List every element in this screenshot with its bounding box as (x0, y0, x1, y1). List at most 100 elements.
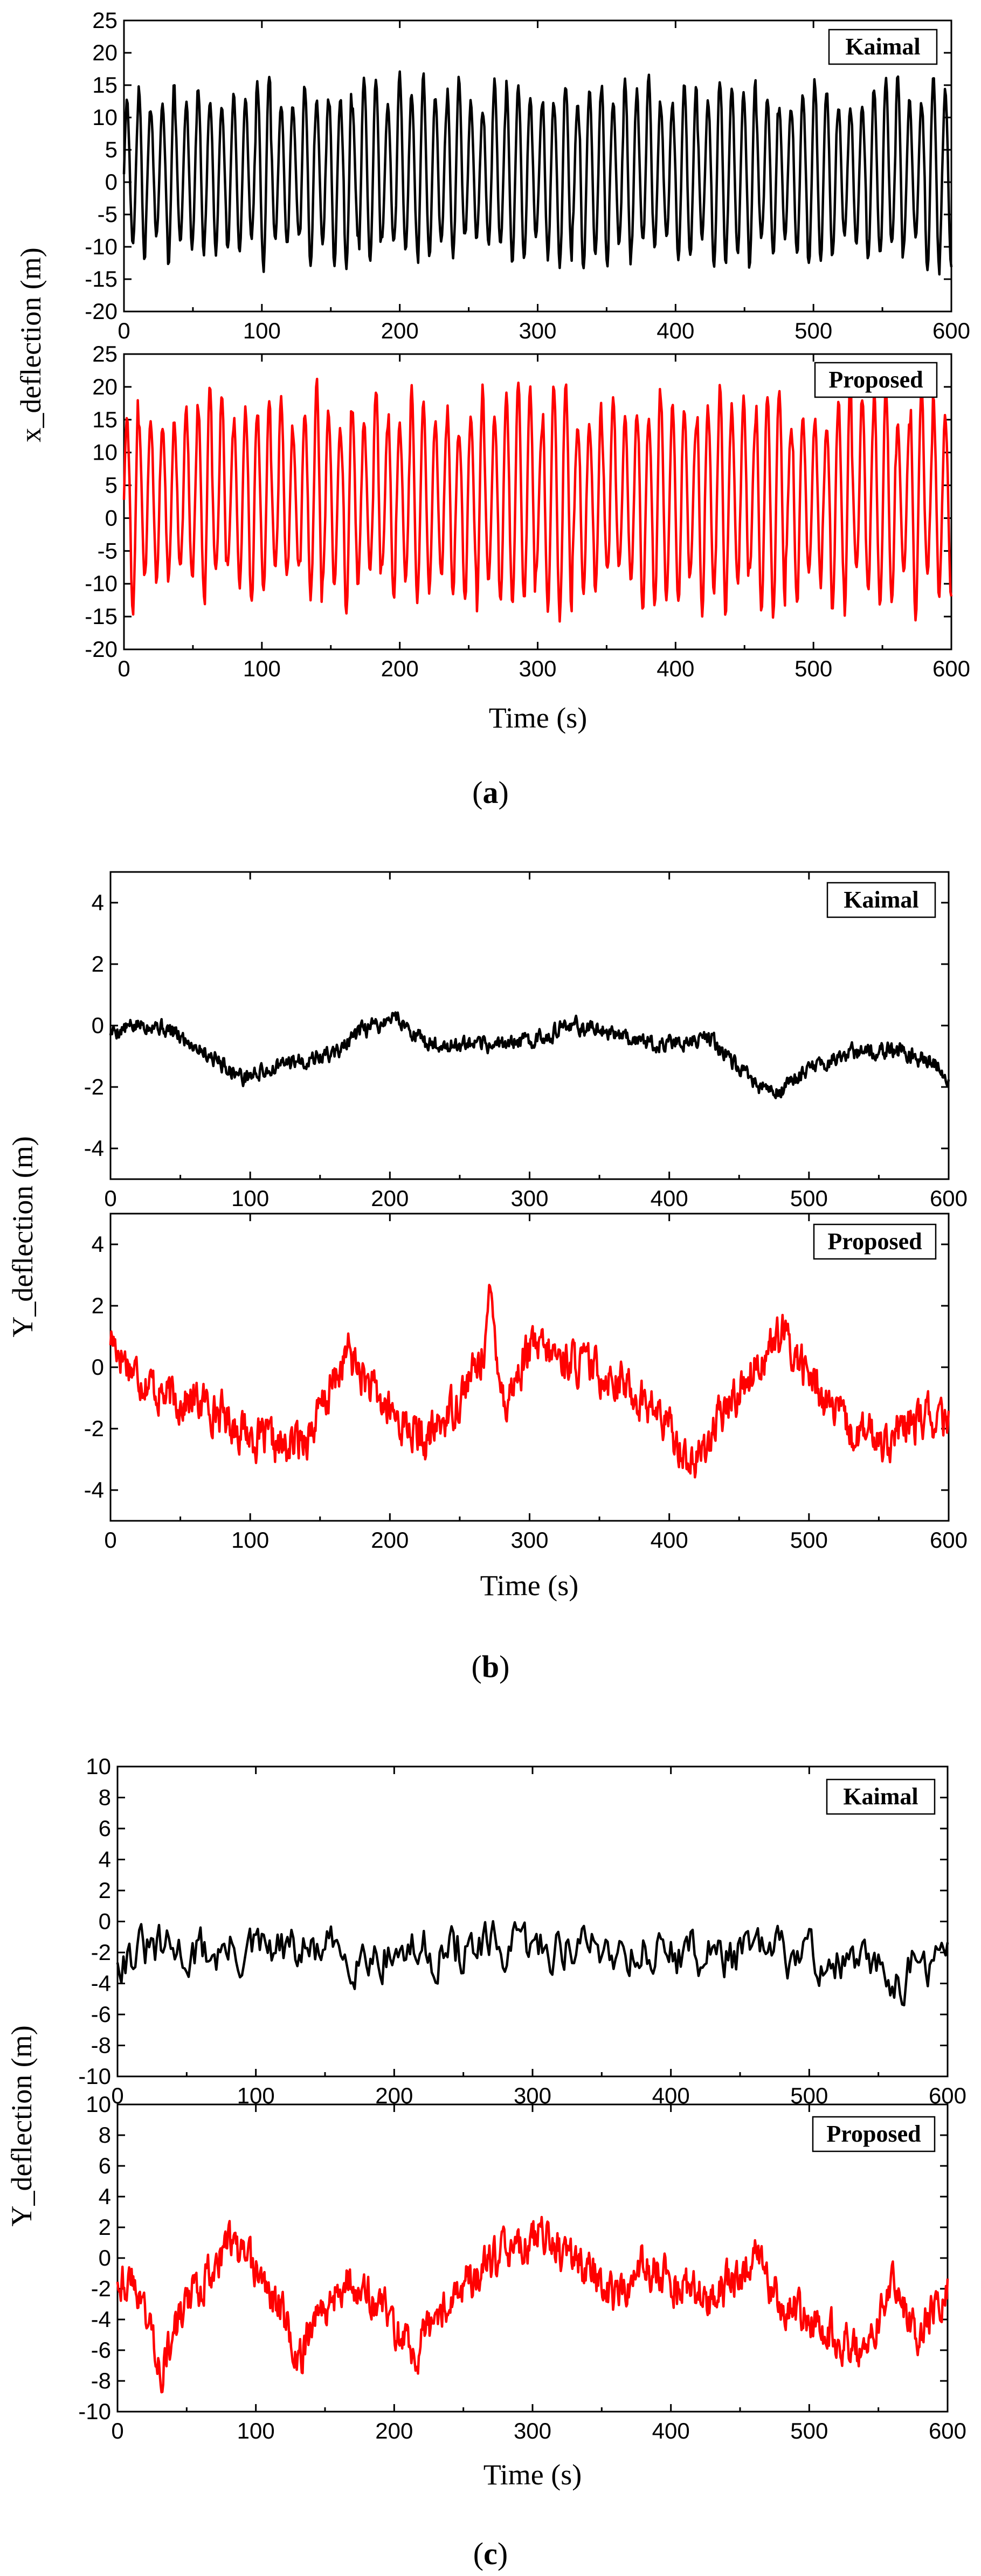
figure-c-proposed-y-tick-label: 4 (99, 2184, 111, 2209)
figure-b-proposed-frame (109, 1213, 950, 1522)
figure-a-proposed-x-tick-label: 300 (519, 656, 556, 681)
figure-c-proposed-x-tick-label: 200 (375, 2418, 413, 2443)
figure-c-proposed-y-tick-label: -6 (91, 2337, 111, 2363)
figure-b-kaimal-x-tick-label: 300 (510, 1186, 548, 1211)
figure-b-kaimal-panel: 0 100 200 300 400 500 600 -4 -2 0 2 4 Kaimal (84, 871, 968, 1211)
figure-b-proposed-y-ticks: -4 -2 0 2 4 (84, 1231, 949, 1502)
figure-a-proposed-panel: 0 100 200 300 400 500 600 -20 -15 -10 -5 0 5 10 15 20 2… (85, 341, 970, 681)
figure-a-kaimal-x-tick-label: 0 (118, 318, 130, 343)
figure-b-kaimal-x-tick-label: 100 (231, 1186, 269, 1211)
figure-c-proposed-panel: 0 100 200 300 400 500 600 -10 -8 -6 -4 -2 0 2 4 6 8 10 P… (78, 2092, 966, 2443)
figure-a-kaimal-y-tick-label: -20 (85, 299, 118, 324)
figure-b-proposed-x-tick-label: 400 (651, 1527, 688, 1553)
figure-b-proposed-x-tick-label: 0 (104, 1527, 116, 1553)
figure-c-proposed-y-tick-label: 2 (99, 2214, 111, 2240)
figure-a-proposed-legend: Proposed (828, 366, 923, 393)
figure-b-kaimal-x-tick-label: 200 (371, 1186, 409, 1211)
figure-a-kaimal-x-tick-label: 400 (657, 318, 694, 343)
figure-b-kaimal-legend-box (826, 882, 936, 918)
figure-b-kaimal-y-tick-label: 4 (92, 890, 104, 915)
figure-c-proposed-y-tick-label: -8 (91, 2368, 111, 2393)
figure-a-kaimal-x-tick-label: 200 (381, 318, 419, 343)
figure-c-kaimal-y-tick-label: -6 (91, 2002, 111, 2027)
figure-b-kaimal-x-tick-label: 400 (651, 1186, 688, 1211)
figure-c-proposed-x-ticks: 0 100 200 300 400 500 600 (111, 2104, 966, 2443)
figure-a-kaimal-y-tick-label: 20 (92, 40, 118, 65)
figure-c-proposed-x-tick-label: 500 (790, 2418, 828, 2443)
figure-a-proposed-y-tick-label: -15 (85, 604, 118, 629)
figure-a-kaimal-y-tick-label: 5 (105, 137, 118, 162)
figure-a-proposed-legend-box (814, 362, 938, 398)
figure-c-kaimal-y-tick-label: 8 (99, 1785, 111, 1810)
figure-c-proposed-x-tick-label: 400 (652, 2418, 690, 2443)
figure-c-proposed-x-tick-label: 0 (111, 2418, 123, 2443)
figure-a-kaimal-x-ticks: 0 100 200 300 400 500 600 (118, 20, 970, 343)
figure-a-kaimal-series-line (122, 70, 953, 276)
figure-c: Y_deflection (m) 0 100 200 300 400 500 600 -10… (5, 1754, 966, 2571)
figure-b-kaimal-x-tick-label: 600 (930, 1186, 968, 1211)
figure-c-kaimal-frame (116, 1765, 949, 2078)
figure-c-xlabel: Time (s) (483, 2459, 582, 2491)
figure-b-proposed-panel: 0 100 200 300 400 500 600 -4 -2 0 2 4 Proposed (84, 1213, 968, 1553)
figure-a-proposed-y-tick-label: 0 (105, 505, 118, 530)
figure-b-proposed-y-tick-label: 2 (92, 1293, 104, 1318)
figure-a-proposed-y-tick-label: -20 (85, 636, 118, 662)
figure-b-proposed-plot-area (109, 1284, 950, 1479)
figure-a-proposed-y-tick-label: 25 (92, 341, 118, 366)
figure-a-kaimal-y-tick-label: 25 (92, 8, 118, 33)
figure-c-kaimal-y-tick-label: -10 (78, 2063, 111, 2089)
figure-b-proposed-legend: Proposed (827, 1228, 922, 1255)
figure-b-kaimal-x-ticks: 0 100 200 300 400 500 600 (104, 872, 968, 1211)
figure-a-proposed-x-tick-label: 400 (657, 656, 694, 681)
figure-b-kaimal-frame (109, 871, 950, 1180)
figure-b-proposed-x-tick-label: 100 (231, 1527, 269, 1553)
figure-a-kaimal-y-tick-label: 0 (105, 169, 118, 195)
figure-c-ylabel: Y_deflection (m) (5, 2025, 38, 2226)
figure-a-proposed-y-tick-label: -5 (98, 538, 118, 563)
figure-b-ylabel: Y_deflection (m) (6, 1136, 39, 1337)
figure-b-proposed-legend-box (813, 1223, 937, 1260)
figure-b-proposed-series-line (109, 1284, 950, 1479)
figure-a-proposed-series-line (122, 377, 953, 623)
figure-b-proposed-x-tick-label: 300 (510, 1527, 548, 1553)
figure-c-proposed-y-tick-label: -4 (91, 2307, 111, 2332)
figure-a-proposed-plot-area (122, 377, 953, 623)
figure-b-kaimal-y-ticks: -4 -2 0 2 4 (84, 890, 949, 1161)
figure-c-kaimal-y-tick-label: 4 (99, 1847, 111, 1872)
figure-b-proposed-y-tick-label: -4 (84, 1477, 104, 1502)
figure-c-kaimal-y-tick-label: 6 (99, 1816, 111, 1841)
figure-a-caption: (a) (472, 775, 509, 810)
figure-c-kaimal-y-tick-label: 10 (86, 1754, 111, 1779)
figure-a-kaimal-y-tick-label: 10 (92, 105, 118, 130)
figure-c-proposed-plot-area (116, 2215, 949, 2394)
figure-c-proposed-legend-box (812, 2116, 936, 2152)
figure-b-proposed-x-ticks: 0 100 200 300 400 500 600 (104, 1214, 968, 1553)
figure-c-proposed-y-tick-label: 10 (86, 2092, 111, 2117)
figure-b-proposed-x-tick-label: 500 (790, 1527, 828, 1553)
figure-b-kaimal-y-tick-label: -4 (84, 1135, 104, 1161)
figure-a-kaimal-legend-box (828, 29, 938, 65)
figure-b: Y_deflection (m) 0 100 200 300 400 500 600 -4 -… (6, 871, 968, 1684)
figure-c-proposed-x-tick-label: 300 (514, 2418, 551, 2443)
figure-a-kaimal-panel: 0 100 200 300 400 500 600 -20 -15 -10 -5 0 5 10 15 20 2… (85, 8, 970, 343)
figure-c-proposed-y-tick-label: -2 (91, 2276, 111, 2301)
figure-a-kaimal-y-tick-label: -10 (85, 234, 118, 259)
figure-b-proposed-y-tick-label: 4 (92, 1231, 104, 1257)
figure-c-proposed-y-tick-label: -10 (78, 2399, 111, 2424)
figure-a-kaimal-legend: Kaimal (845, 33, 920, 60)
figure-b-caption: (b) (472, 1649, 510, 1684)
figure-b-kaimal-y-tick-label: -2 (84, 1074, 104, 1099)
figure-a-proposed-y-ticks: -20 -15 -10 -5 0 5 10 15 20 25 (85, 341, 951, 662)
figure-a-kaimal-plot-area (122, 70, 953, 276)
figure-c-proposed-y-ticks: -10 -8 -6 -4 -2 0 2 4 6 8 10 (78, 2092, 948, 2424)
figure-a: x_deflection (m) 0 100 200 300 400 500 600 -20… (15, 8, 970, 810)
figure-a-proposed-x-tick-label: 100 (243, 656, 281, 681)
figure-b-proposed-x-tick-label: 200 (371, 1527, 409, 1553)
figure-c-proposed-x-tick-label: 100 (237, 2418, 275, 2443)
figure-a-proposed-x-tick-label: 0 (118, 656, 130, 681)
figure-c-kaimal-series-line (116, 1920, 949, 2007)
figure-c-proposed-y-tick-label: 0 (99, 2245, 111, 2270)
figure-c-kaimal-y-tick-label: -8 (91, 2033, 111, 2058)
figure-b-kaimal-x-tick-label: 500 (790, 1186, 828, 1211)
figure-c-proposed-legend: Proposed (826, 2121, 921, 2147)
